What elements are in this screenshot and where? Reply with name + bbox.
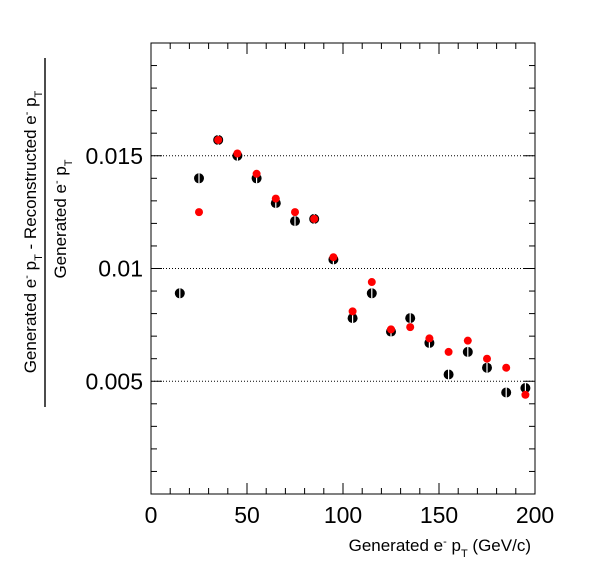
x-axis-title: Generated e- pT (GeV/c): [349, 536, 531, 560]
red-data-point: [329, 253, 338, 262]
red-data-point: [425, 334, 434, 343]
x-tick-label: 200: [516, 502, 554, 528]
red-data-point: [252, 169, 261, 178]
y-tick-label: 0.01: [98, 256, 143, 282]
x-tick-label: 0: [145, 502, 158, 528]
x-tick-labels: 0 50 100 150 200: [145, 502, 555, 528]
x-tick-label: 150: [420, 502, 458, 528]
red-data-point: [348, 307, 357, 316]
y-tick-label: 0.015: [85, 143, 143, 169]
red-data-point: [387, 325, 395, 334]
y-axis-title-numerator: Generated e- pT - Reconstructed e- pT: [21, 90, 45, 373]
red-data-point: [502, 363, 511, 372]
x-tick-label: 100: [324, 502, 362, 528]
axis-ticks: [151, 43, 535, 494]
red-data-point: [195, 208, 203, 217]
x-tick-label: 50: [234, 502, 260, 528]
red-data-point: [367, 278, 376, 287]
data-points: [174, 134, 531, 399]
red-data-point: [310, 214, 319, 223]
red-data-point: [271, 194, 280, 203]
red-data-point: [214, 135, 223, 144]
y-tick-label: 0.005: [85, 368, 143, 394]
y-tick-labels: 0.005 0.01 0.015: [85, 143, 143, 395]
red-data-point: [291, 208, 299, 217]
red-data-point: [521, 390, 530, 399]
red-data-point: [406, 323, 415, 332]
red-data-point: [444, 347, 453, 356]
red-data-point: [483, 354, 491, 363]
y-axis-title-denominator: Generated e- pT: [51, 159, 75, 278]
red-data-point: [233, 149, 242, 158]
red-data-point: [463, 336, 472, 345]
grid-lines: [151, 155, 535, 382]
